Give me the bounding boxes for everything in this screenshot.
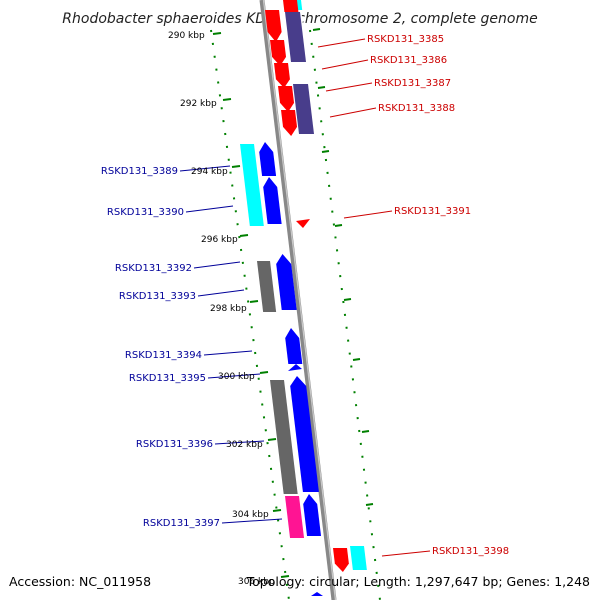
leader-line-forward xyxy=(321,59,369,70)
kbp-tick-mark xyxy=(267,438,277,441)
feature-slate-block xyxy=(293,84,314,134)
leader-line-reverse xyxy=(203,350,253,356)
minor-tick-mark xyxy=(317,86,326,89)
feature-arrow-blue xyxy=(263,177,282,224)
leader-line-reverse xyxy=(197,289,245,297)
kbp-label: 296 kbp xyxy=(201,235,238,245)
feature-red-block xyxy=(283,0,299,12)
genome-backbone xyxy=(259,0,337,600)
gene-label-forward: RSKD131_3388 xyxy=(378,103,455,114)
leader-line-forward xyxy=(329,107,377,118)
feature-arrow-blue xyxy=(276,254,297,310)
outer-track-left-boundary xyxy=(210,29,290,600)
minor-tick-mark xyxy=(321,150,330,153)
feature-arrow-red xyxy=(274,63,290,88)
minor-tick-mark xyxy=(334,224,343,227)
kbp-tick-mark xyxy=(280,575,290,578)
feature-arrow-blue xyxy=(259,142,277,176)
kbp-label: 298 kbp xyxy=(210,304,247,314)
kbp-label: 304 kbp xyxy=(232,510,269,520)
gene-label-reverse: RSKD131_3393 xyxy=(119,291,196,302)
gene-features xyxy=(240,0,367,596)
accession-label: Accession: NC_011958 xyxy=(9,574,151,589)
gene-label-forward: RSKD131_3398 xyxy=(432,546,509,557)
feature-magenta-block xyxy=(285,496,305,538)
gene-label-forward: RSKD131_3387 xyxy=(374,78,451,89)
kbp-label: 302 kbp xyxy=(226,440,263,450)
kbp-label: 290 kbp xyxy=(168,31,205,41)
kbp-label: 306 kbp xyxy=(238,577,275,587)
gene-label-reverse: RSKD131_3389 xyxy=(101,166,178,177)
leader-line-forward xyxy=(381,550,431,557)
leader-line-reverse xyxy=(214,440,265,445)
feature-gray-block xyxy=(270,380,298,494)
kbp-label: 300 kbp xyxy=(218,372,255,382)
minor-tick-mark xyxy=(365,503,374,506)
feature-arrow-blue xyxy=(285,328,303,364)
feature-cyan-block xyxy=(240,144,264,226)
feature-small-blue-arrow xyxy=(288,364,302,371)
leader-line-forward xyxy=(317,38,366,48)
minor-tick-mark xyxy=(312,28,321,31)
leader-line-reverse xyxy=(193,261,241,269)
kbp-label: 294 kbp xyxy=(191,167,228,177)
gene-label-reverse: RSKD131_3396 xyxy=(136,439,213,450)
kbp-tick-mark xyxy=(259,371,269,374)
gene-label-forward: RSKD131_3386 xyxy=(370,55,447,66)
leader-line-reverse xyxy=(221,518,283,524)
leader-line-reverse xyxy=(179,165,231,172)
gene-label-forward: RSKD131_3391 xyxy=(394,206,471,217)
kbp-labels: 290 kbp 292 kbp 294 kbp 296 kbp 298 kbp 300 k… xyxy=(168,31,275,587)
minor-tick-mark xyxy=(361,430,370,433)
leader-line-forward xyxy=(325,82,373,92)
gene-label-reverse: RSKD131_3395 xyxy=(129,373,206,384)
leader-line-reverse xyxy=(185,205,234,213)
feature-cyan-block xyxy=(350,546,367,570)
kbp-tick-mark xyxy=(272,509,282,512)
feature-arrow-blue xyxy=(303,494,322,536)
gene-label-reverse: RSKD131_3394 xyxy=(125,350,202,361)
feature-arrow-blue xyxy=(290,376,319,492)
feature-arrow-red xyxy=(265,10,282,42)
genome-summary: Topology: circular; Length: 1,297,647 bp… xyxy=(246,574,590,589)
feature-small-red-arrow xyxy=(296,219,310,228)
feature-arrow-red xyxy=(281,110,298,136)
kbp-tick-mark xyxy=(222,98,232,101)
kbp-tick-mark xyxy=(231,165,241,168)
feature-arrow-red xyxy=(333,548,349,572)
minor-tick-mark xyxy=(352,358,361,361)
feature-slate-block xyxy=(285,12,306,62)
kbp-ticks xyxy=(212,28,374,578)
outer-track-right-boundary xyxy=(309,29,381,600)
gene-label-reverse: RSKD131_3392 xyxy=(115,263,192,274)
gene-label-reverse: RSKD131_3397 xyxy=(143,518,220,529)
leader-line-forward xyxy=(343,210,393,219)
gene-labels: RSKD131_3385 RSKD131_3386 RSKD131_3387 RSKD… xyxy=(101,34,509,557)
label-leader-lines xyxy=(179,38,431,557)
kbp-label: 292 kbp xyxy=(180,99,217,109)
kbp-tick-mark xyxy=(249,300,259,303)
kbp-tick-mark xyxy=(212,32,222,35)
feature-gray-block xyxy=(257,261,277,312)
leader-line-reverse xyxy=(207,373,261,379)
feature-small-blue-arrow xyxy=(311,592,323,596)
feature-arrow-red xyxy=(278,86,295,112)
minor-tick-mark xyxy=(343,298,352,301)
feature-arrow-red xyxy=(270,40,287,66)
gene-label-reverse: RSKD131_3390 xyxy=(107,207,184,218)
genome-backbone-highlight xyxy=(262,0,337,600)
gene-label-forward: RSKD131_3385 xyxy=(367,34,444,45)
kbp-tick-mark xyxy=(239,234,249,237)
